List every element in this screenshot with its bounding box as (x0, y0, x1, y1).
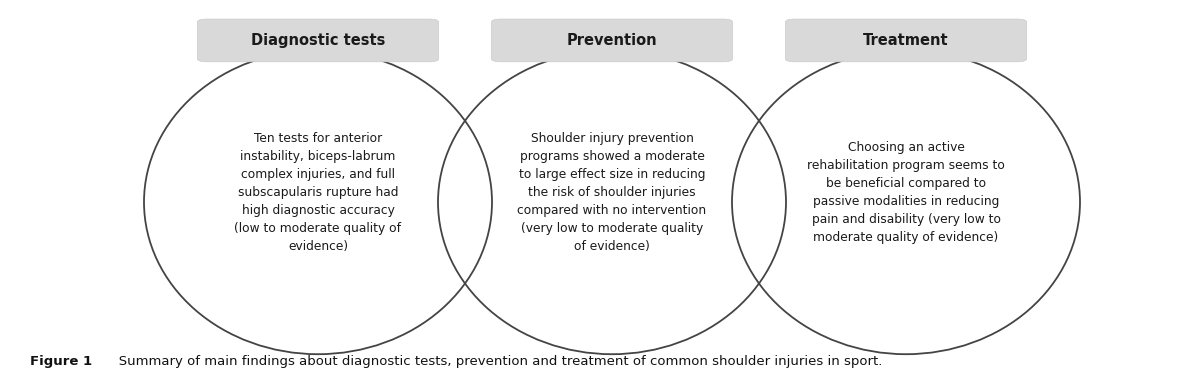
FancyBboxPatch shape (785, 19, 1026, 62)
Text: Diagnostic tests: Diagnostic tests (251, 33, 385, 48)
Text: Shoulder injury prevention
programs showed a moderate
to large effect size in re: Shoulder injury prevention programs show… (517, 132, 707, 253)
Text: Figure 1: Figure 1 (30, 355, 92, 368)
Text: Prevention: Prevention (566, 33, 658, 48)
Text: Summary of main findings about diagnostic tests, prevention and treatment of com: Summary of main findings about diagnosti… (106, 355, 882, 368)
FancyBboxPatch shape (197, 19, 439, 62)
Text: Treatment: Treatment (863, 33, 949, 48)
FancyBboxPatch shape (492, 19, 732, 62)
Text: Choosing an active
rehabilitation program seems to
be beneficial compared to
pas: Choosing an active rehabilitation progra… (808, 141, 1004, 244)
Text: Ten tests for anterior
instability, biceps-labrum
complex injuries, and full
sub: Ten tests for anterior instability, bice… (234, 132, 402, 253)
